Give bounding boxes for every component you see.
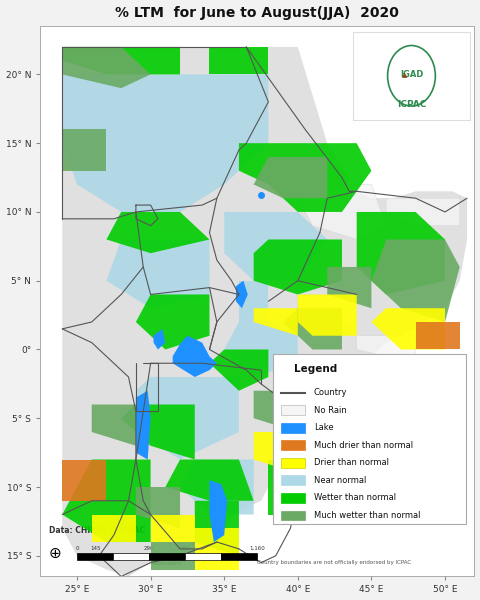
Polygon shape	[151, 542, 195, 569]
Polygon shape	[62, 47, 151, 88]
Text: Lake: Lake	[314, 423, 334, 432]
Polygon shape	[357, 336, 416, 363]
Polygon shape	[136, 295, 209, 349]
Polygon shape	[298, 295, 357, 322]
Bar	[281, 475, 305, 485]
Bar	[281, 440, 305, 450]
Text: Country: Country	[314, 388, 347, 397]
Polygon shape	[209, 480, 227, 542]
Polygon shape	[62, 130, 107, 170]
Text: Wetter than normal: Wetter than normal	[314, 493, 396, 502]
Text: 0: 0	[75, 546, 79, 551]
Polygon shape	[92, 515, 136, 542]
Polygon shape	[154, 329, 165, 349]
Polygon shape	[268, 460, 298, 515]
Polygon shape	[416, 322, 460, 349]
Text: Much wetter than normal: Much wetter than normal	[314, 511, 420, 520]
Polygon shape	[283, 377, 327, 418]
Polygon shape	[92, 404, 136, 446]
Bar	[281, 458, 305, 467]
Text: 580: 580	[180, 546, 191, 551]
Bar	[281, 511, 305, 520]
Bar	[77, 553, 113, 560]
Polygon shape	[136, 487, 180, 528]
Text: ▲: ▲	[402, 71, 408, 77]
Polygon shape	[121, 404, 195, 460]
Bar	[281, 493, 305, 503]
Polygon shape	[239, 281, 268, 322]
Polygon shape	[386, 198, 460, 226]
Text: Much drier than normal: Much drier than normal	[314, 441, 413, 450]
Bar	[149, 553, 185, 560]
Polygon shape	[136, 377, 239, 460]
Title: % LTM  for June to August(JJA)  2020: % LTM for June to August(JJA) 2020	[115, 5, 399, 20]
Polygon shape	[62, 460, 107, 501]
Polygon shape	[372, 308, 445, 349]
Polygon shape	[195, 528, 239, 569]
Text: IGAD: IGAD	[400, 70, 423, 79]
Polygon shape	[224, 322, 298, 377]
Polygon shape	[165, 460, 253, 501]
Polygon shape	[253, 391, 298, 432]
Polygon shape	[283, 308, 342, 349]
Polygon shape	[173, 336, 217, 377]
Text: Data: CHIRPS @ ICPAC: Data: CHIRPS @ ICPAC	[49, 526, 145, 535]
Polygon shape	[372, 239, 460, 322]
Bar	[221, 553, 257, 560]
Text: Drier than normal: Drier than normal	[314, 458, 389, 467]
Text: 870: 870	[216, 546, 227, 551]
Text: 1,160: 1,160	[250, 546, 265, 551]
Polygon shape	[136, 391, 151, 460]
Polygon shape	[283, 446, 312, 473]
Text: Country boundaries are not officially endorsed by ICPAC: Country boundaries are not officially en…	[257, 560, 411, 565]
Polygon shape	[107, 212, 209, 253]
Text: 290: 290	[144, 546, 155, 551]
Polygon shape	[224, 212, 327, 281]
Polygon shape	[151, 515, 195, 542]
Polygon shape	[209, 47, 268, 74]
Text: 145: 145	[90, 546, 100, 551]
Polygon shape	[62, 74, 268, 212]
Polygon shape	[195, 501, 239, 556]
Bar	[273, 353, 466, 524]
Text: ICPAC: ICPAC	[397, 100, 426, 109]
Polygon shape	[253, 432, 298, 473]
Polygon shape	[62, 460, 151, 542]
Polygon shape	[239, 143, 372, 212]
Text: No Rain: No Rain	[314, 406, 347, 415]
Polygon shape	[357, 212, 445, 295]
Text: ⊕: ⊕	[49, 546, 62, 561]
Polygon shape	[253, 157, 327, 198]
Polygon shape	[253, 308, 298, 336]
Polygon shape	[327, 267, 372, 308]
Polygon shape	[236, 281, 248, 308]
Bar	[185, 553, 221, 560]
FancyBboxPatch shape	[353, 32, 470, 120]
Polygon shape	[107, 239, 209, 308]
Text: Near normal: Near normal	[314, 476, 366, 485]
Polygon shape	[253, 239, 342, 295]
Bar	[281, 423, 305, 433]
Polygon shape	[62, 47, 467, 577]
Text: Kilometers: Kilometers	[153, 562, 182, 566]
Polygon shape	[298, 295, 357, 336]
Polygon shape	[180, 460, 253, 515]
Text: Legend: Legend	[294, 364, 337, 374]
Polygon shape	[283, 418, 327, 446]
Polygon shape	[298, 184, 386, 239]
Polygon shape	[209, 349, 268, 391]
Bar	[113, 553, 149, 560]
Bar	[281, 406, 305, 415]
Polygon shape	[62, 47, 180, 74]
